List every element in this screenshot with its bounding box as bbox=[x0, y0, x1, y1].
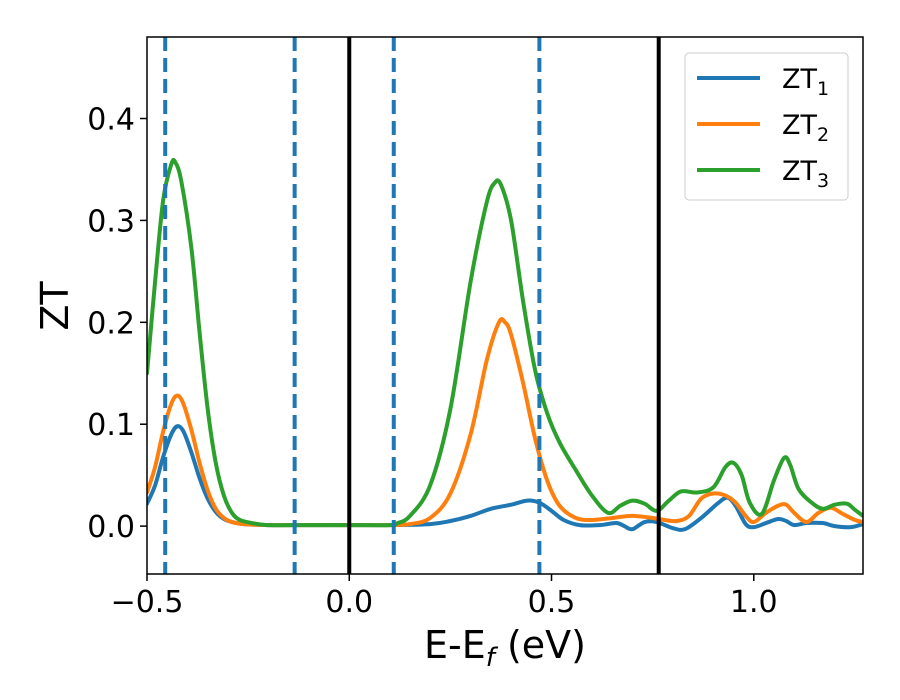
axis-ticks: −0.5 0.0 0.5 1.0 0.0 0.1 0.2 0.3 0.4 bbox=[87, 103, 777, 620]
x-axis-label-main: E-E bbox=[424, 623, 486, 667]
y-tick-label: 0.3 bbox=[87, 204, 135, 239]
x-tick-label: 0.0 bbox=[325, 585, 373, 620]
series-line-zt3 bbox=[147, 157, 863, 528]
legend-label-zt1: ZT1 bbox=[782, 64, 829, 100]
x-axis-label-unit: (eV) bbox=[495, 623, 586, 667]
y-tick-label: 0.4 bbox=[87, 103, 135, 138]
y-tick-label: 0.0 bbox=[87, 510, 135, 545]
x-tick-label: 1.0 bbox=[730, 585, 778, 620]
x-tick-label: −0.5 bbox=[111, 585, 184, 620]
y-tick-label: 0.1 bbox=[87, 408, 135, 443]
legend-label-zt3: ZT3 bbox=[782, 156, 829, 192]
x-axis-label: E-Ef (eV) bbox=[424, 623, 586, 673]
series-line-zt1 bbox=[147, 424, 863, 532]
series-line-zt2 bbox=[147, 317, 863, 528]
plot-frame bbox=[146, 36, 864, 575]
legend-label-zt2: ZT2 bbox=[782, 110, 829, 146]
y-tick-label: 0.2 bbox=[87, 306, 135, 341]
y-axis-label: ZT bbox=[33, 281, 77, 331]
legend: ZT1 ZT2 ZT3 bbox=[684, 52, 849, 201]
plot-lines bbox=[147, 37, 863, 574]
x-tick-label: 0.5 bbox=[528, 585, 576, 620]
legend-box bbox=[684, 52, 849, 201]
